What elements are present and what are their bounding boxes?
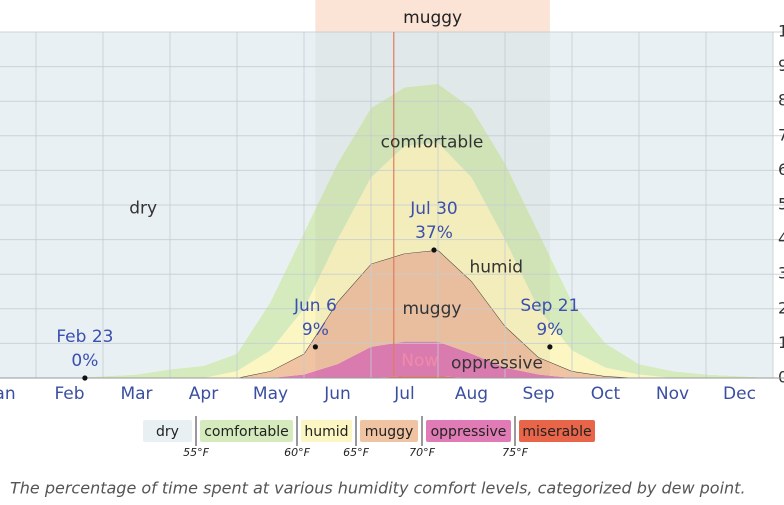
annotation-dot: [312, 344, 318, 350]
threshold-label: 55°F: [183, 446, 209, 459]
x-tick-label: Dec: [723, 384, 756, 404]
band-label: muggy: [402, 299, 461, 319]
legend-swatch: [200, 420, 293, 442]
legend-swatch: [301, 420, 352, 442]
annotation-value: 9%: [302, 320, 329, 340]
band-label: oppressive: [451, 353, 543, 373]
annotation-dot: [82, 375, 88, 381]
annotation-value: 0%: [71, 351, 98, 371]
y-tick-label: 0%: [778, 368, 784, 387]
now-label: Now: [401, 351, 438, 371]
y-tick-label: 10%: [778, 333, 784, 352]
x-tick-label: Nov: [656, 384, 689, 404]
y-tick-label: 60%: [778, 160, 784, 179]
annotation-date: Jun 6: [293, 296, 337, 316]
y-tick-label: 100%: [778, 22, 784, 41]
y-tick-label: 30%: [778, 264, 784, 283]
band-label: humid: [469, 257, 523, 277]
legend-label: comfortable: [204, 424, 289, 440]
x-tick-label: Jan: [0, 384, 16, 404]
threshold-label: 70°F: [409, 446, 435, 459]
legend-label: oppressive: [431, 424, 507, 440]
y-tick-label: 40%: [778, 229, 784, 248]
annotation-dot: [547, 344, 553, 350]
x-tick-label: Jul: [393, 384, 415, 404]
annotation-value: 9%: [536, 320, 563, 340]
highlight-label: muggy: [403, 8, 462, 28]
threshold-label: 65°F: [343, 446, 369, 459]
x-tick-label: Sep: [522, 384, 554, 404]
annotation-value: 37%: [415, 223, 453, 243]
legend-label: miserable: [522, 424, 591, 440]
band-label: comfortable: [381, 133, 484, 153]
y-tick-label: 70%: [778, 125, 784, 144]
area-oppressive: [0, 341, 773, 378]
area-humid: [0, 142, 773, 378]
legend-swatch: [519, 420, 595, 442]
x-tick-label: Aug: [455, 384, 488, 404]
highlight-header: [315, 0, 550, 32]
threshold-label: 60°F: [284, 446, 310, 459]
area-dry: [0, 32, 773, 378]
area-muggy: [0, 249, 773, 378]
legend-label: muggy: [365, 424, 414, 440]
annotation-dot: [431, 247, 437, 253]
x-tick-label: Oct: [591, 384, 621, 404]
annotation-date: Jul 30: [409, 199, 458, 219]
x-tick-label: Jun: [323, 384, 351, 404]
y-tick-label: 20%: [778, 298, 784, 317]
y-tick-label: 80%: [778, 91, 784, 110]
legend-swatch: [360, 420, 418, 442]
x-tick-label: Mar: [120, 384, 152, 404]
legend-swatch: [143, 420, 192, 442]
annotation-date: Sep 21: [520, 296, 579, 316]
x-tick-label: May: [253, 384, 288, 404]
annotation-date: Feb 23: [56, 327, 113, 347]
legend-swatch: [426, 420, 511, 442]
caption: The percentage of time spent at various …: [10, 479, 746, 498]
area-comfortable: [0, 83, 773, 378]
band-label: dry: [129, 198, 157, 218]
y-tick-label: 50%: [778, 195, 784, 214]
x-tick-label: Apr: [189, 384, 218, 404]
threshold-label: 75°F: [502, 446, 528, 459]
legend-label: humid: [304, 424, 348, 440]
y-tick-label: 90%: [778, 56, 784, 75]
legend-label: dry: [156, 424, 179, 440]
x-tick-label: Feb: [54, 384, 84, 404]
